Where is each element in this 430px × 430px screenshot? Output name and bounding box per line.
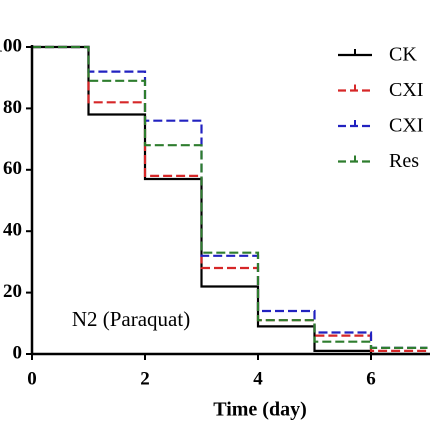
y-tick-label: 20 <box>3 281 22 302</box>
x-tick-label: 4 <box>253 368 263 389</box>
y-tick-label: 80 <box>3 97 22 118</box>
y-tick-label: 40 <box>3 220 22 241</box>
survival-line <box>32 45 428 352</box>
annotation: N2 (Paraquat) <box>72 307 190 331</box>
y-tick-label: 60 <box>3 158 22 179</box>
y-tick-label: 0 <box>13 342 23 363</box>
legend-label: Res <box>389 150 419 172</box>
legend-label: CXI <box>389 115 423 137</box>
survival-line <box>32 45 428 349</box>
y-tick-label: 100 <box>0 35 22 56</box>
survival-line <box>32 45 428 349</box>
x-tick-label: 0 <box>27 368 37 389</box>
legend-label: CK <box>389 44 417 66</box>
legend-label: CXI <box>389 79 423 101</box>
survival-line <box>32 45 428 356</box>
x-axis-label: Time (day) <box>213 399 307 421</box>
x-tick-label: 6 <box>366 368 376 389</box>
x-tick-label: 2 <box>140 368 150 389</box>
